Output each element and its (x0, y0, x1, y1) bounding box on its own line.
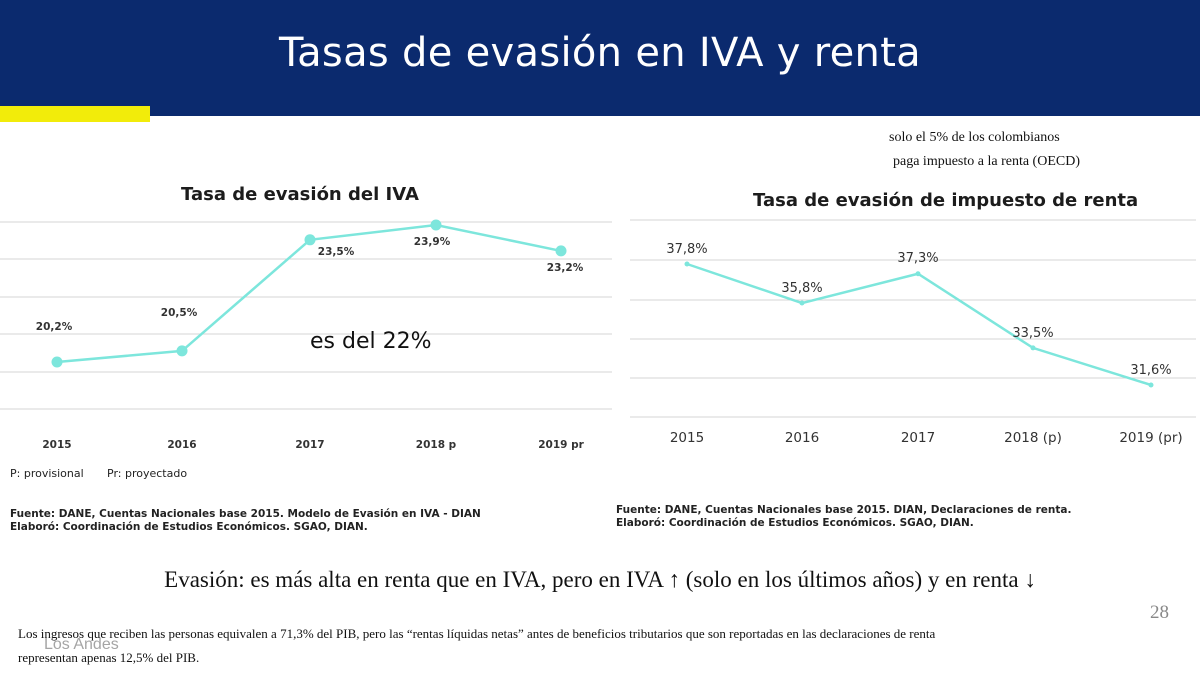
footnote: Los ingresos que reciben las personas eq… (18, 622, 1168, 670)
iva-source-line1: Fuente: DANE, Cuentas Nacionales base 20… (10, 508, 481, 520)
renta-chart-title: Tasa de evasión de impuesto de renta (753, 190, 1139, 211)
accent-bar (0, 106, 150, 122)
x-tick-label: 2017 (901, 430, 935, 446)
iva-source-line2: Elaboró: Coordinación de Estudios Económ… (10, 521, 368, 533)
data-label: 20,2% (36, 321, 73, 333)
data-label: 35,8% (781, 281, 822, 296)
x-tick-label: 2015 (42, 439, 71, 451)
x-tick-label: 2015 (670, 430, 704, 446)
x-tick-label: 2018 p (416, 439, 457, 451)
data-label: 20,5% (161, 307, 198, 319)
title-banner: Tasas de evasión en IVA y renta (0, 0, 1200, 116)
x-tick-label: 2019 pr (538, 439, 584, 451)
oecd-note-line2: paga impuesto a la renta (OECD) (893, 154, 1080, 169)
data-point (684, 261, 690, 267)
data-point (799, 300, 805, 306)
summary-statement: Evasión: es más alta en renta que en IVA… (164, 567, 1036, 592)
data-point (176, 345, 188, 357)
data-line (686, 262, 1152, 387)
renta-source: Fuente: DANE, Cuentas Nacionales base 20… (616, 504, 1071, 530)
x-tick-label: 2016 (167, 439, 196, 451)
x-tick-label: 2019 (pr) (1119, 430, 1182, 446)
data-point (430, 219, 442, 231)
data-label: 23,2% (547, 262, 584, 274)
iva-evasion-annotation: es del 22% (310, 329, 432, 354)
renta-source-line1: Fuente: DANE, Cuentas Nacionales base 20… (616, 504, 1072, 516)
x-tick-label: 2017 (295, 439, 324, 451)
x-tick-label: 2016 (785, 430, 819, 446)
oecd-note-line1: solo el 5% de los colombianos (889, 130, 1060, 145)
data-point (1030, 345, 1036, 351)
data-label: 31,6% (1130, 363, 1171, 378)
data-point (1148, 382, 1154, 388)
data-label: 37,8% (666, 242, 707, 257)
page-number: 28 (1150, 602, 1169, 623)
data-label: 23,9% (414, 236, 451, 248)
footnote-line1: Los ingresos que reciben las personas eq… (18, 626, 936, 641)
data-label: 37,3% (897, 251, 938, 266)
proyectado-note: Pr: proyectado (107, 467, 188, 480)
footnote-line2: representan apenas 12,5% del PIB. (18, 650, 200, 665)
x-tick-label: 2018 (p) (1004, 430, 1062, 446)
provisional-note: P: provisional (10, 467, 84, 480)
data-label: 23,5% (318, 246, 355, 258)
university-logo: Los Andes (44, 636, 119, 653)
renta-source-line2: Elaboró: Coordinación de Estudios Económ… (616, 517, 974, 529)
data-point (555, 245, 567, 257)
data-point (304, 234, 316, 246)
data-point (51, 356, 63, 368)
data-label: 33,5% (1012, 326, 1053, 341)
iva-source: Fuente: DANE, Cuentas Nacionales base 20… (10, 508, 481, 534)
iva-chart-title: Tasa de evasión del IVA (181, 184, 419, 205)
slide-title: Tasas de evasión en IVA y renta (279, 30, 921, 76)
data-point (915, 271, 921, 277)
